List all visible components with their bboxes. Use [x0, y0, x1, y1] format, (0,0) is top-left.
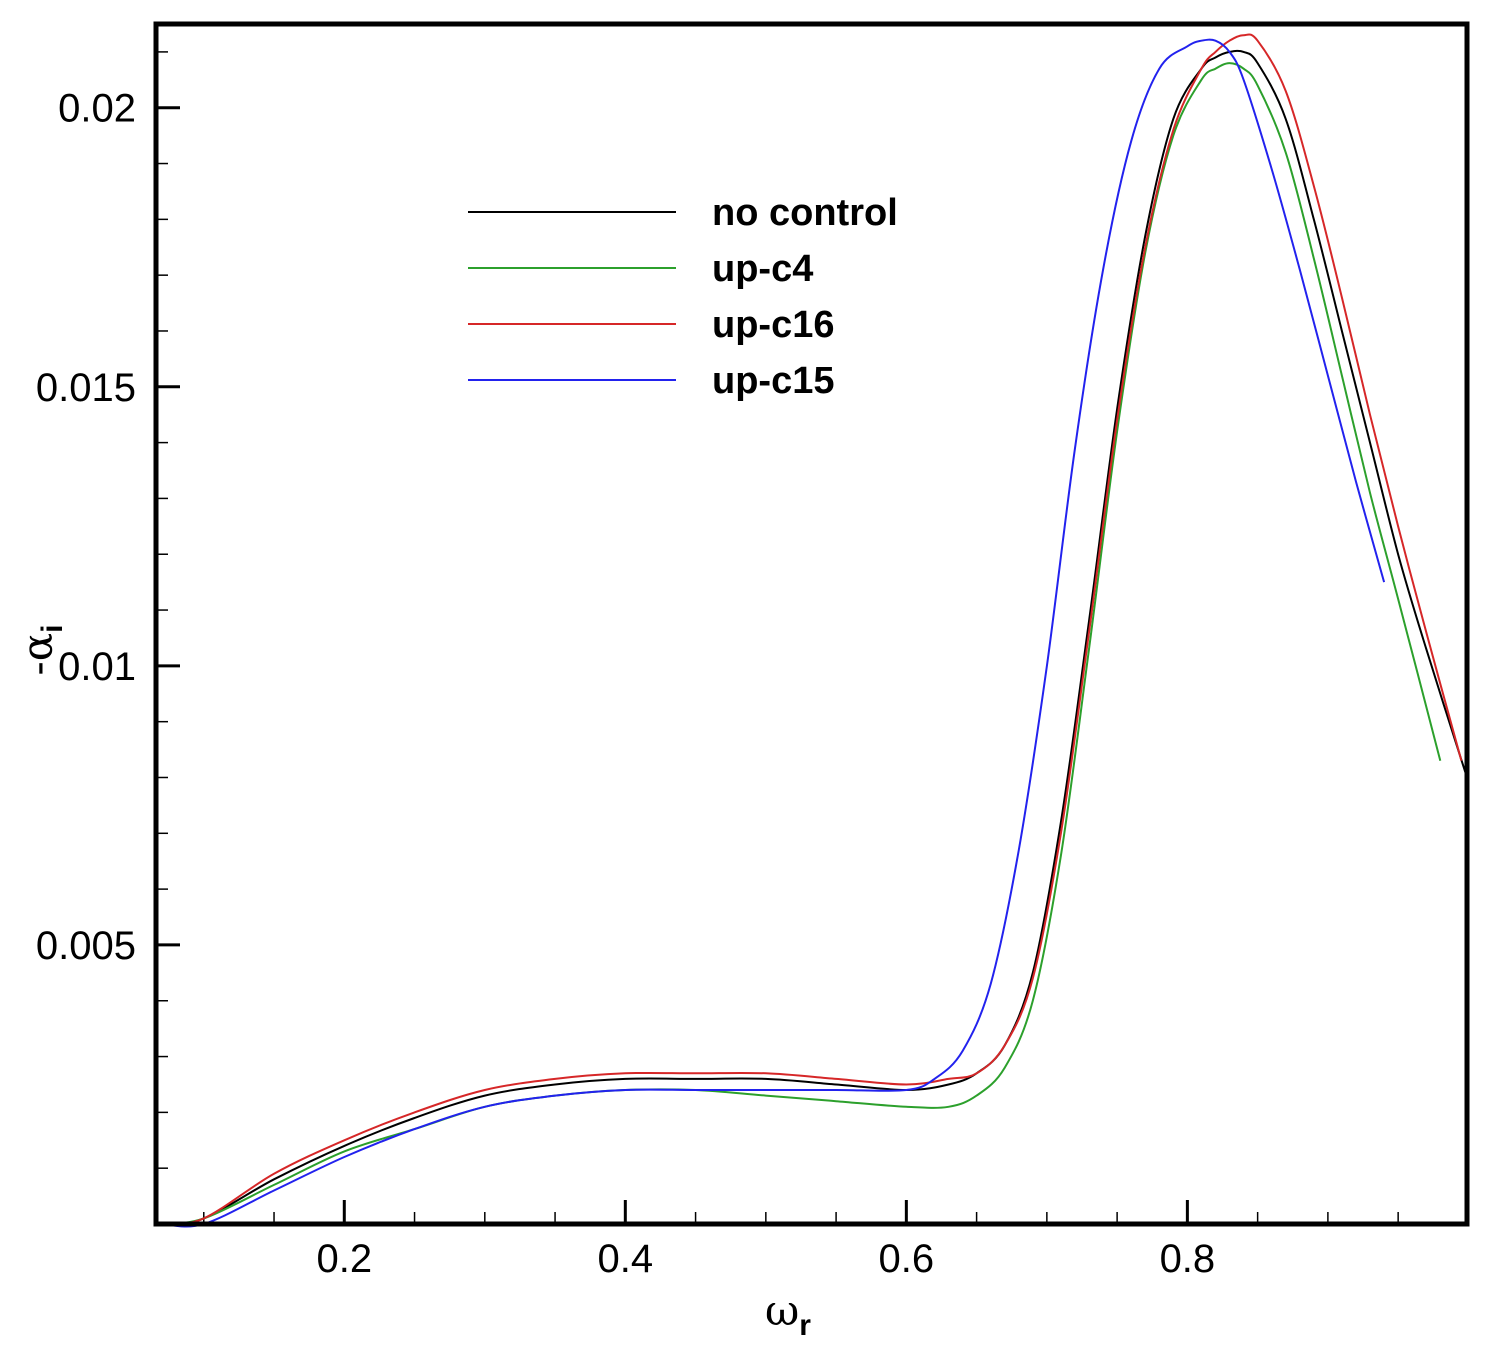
y-axis-prefix: -: [13, 661, 62, 675]
y-tick-label: 0.01: [58, 645, 136, 689]
y-axis-subscript: i: [36, 625, 69, 633]
x-axis-symbol: ω: [765, 1286, 799, 1335]
x-tick-label: 0.4: [598, 1237, 654, 1281]
legend-label: up-c15: [712, 360, 834, 402]
x-axis-label: ωr: [765, 1286, 811, 1342]
y-tick-label: 0.02: [58, 87, 136, 131]
legend-label: up-c4: [712, 248, 813, 290]
x-axis-subscript: r: [799, 1309, 811, 1342]
x-tick-labels: 0.2 0.4 0.6 0.8: [316, 1237, 1215, 1281]
legend: no control up-c4 up-c16 up-c15: [468, 192, 898, 402]
plot-frame: [153, 21, 1470, 1227]
y-tick-labels: 0.005 0.01 0.015 0.02: [36, 87, 136, 968]
y-axis-symbol: α: [13, 633, 62, 661]
y-tick-label: 0.005: [36, 924, 136, 968]
y-tick-label: 0.015: [36, 366, 136, 410]
x-tick-label: 0.6: [879, 1237, 935, 1281]
legend-label: no control: [712, 192, 898, 234]
series-layer: [161, 33, 1468, 1228]
legend-label: up-c16: [712, 304, 834, 346]
y-axis-label: -αi: [13, 625, 69, 676]
series-line-3: [161, 33, 1463, 1226]
series-line-1: [161, 49, 1468, 1225]
series-line-2: [161, 62, 1442, 1225]
x-tick-label: 0.8: [1160, 1237, 1216, 1281]
series-line-4: [161, 38, 1386, 1228]
x-tick-label: 0.2: [316, 1237, 372, 1281]
